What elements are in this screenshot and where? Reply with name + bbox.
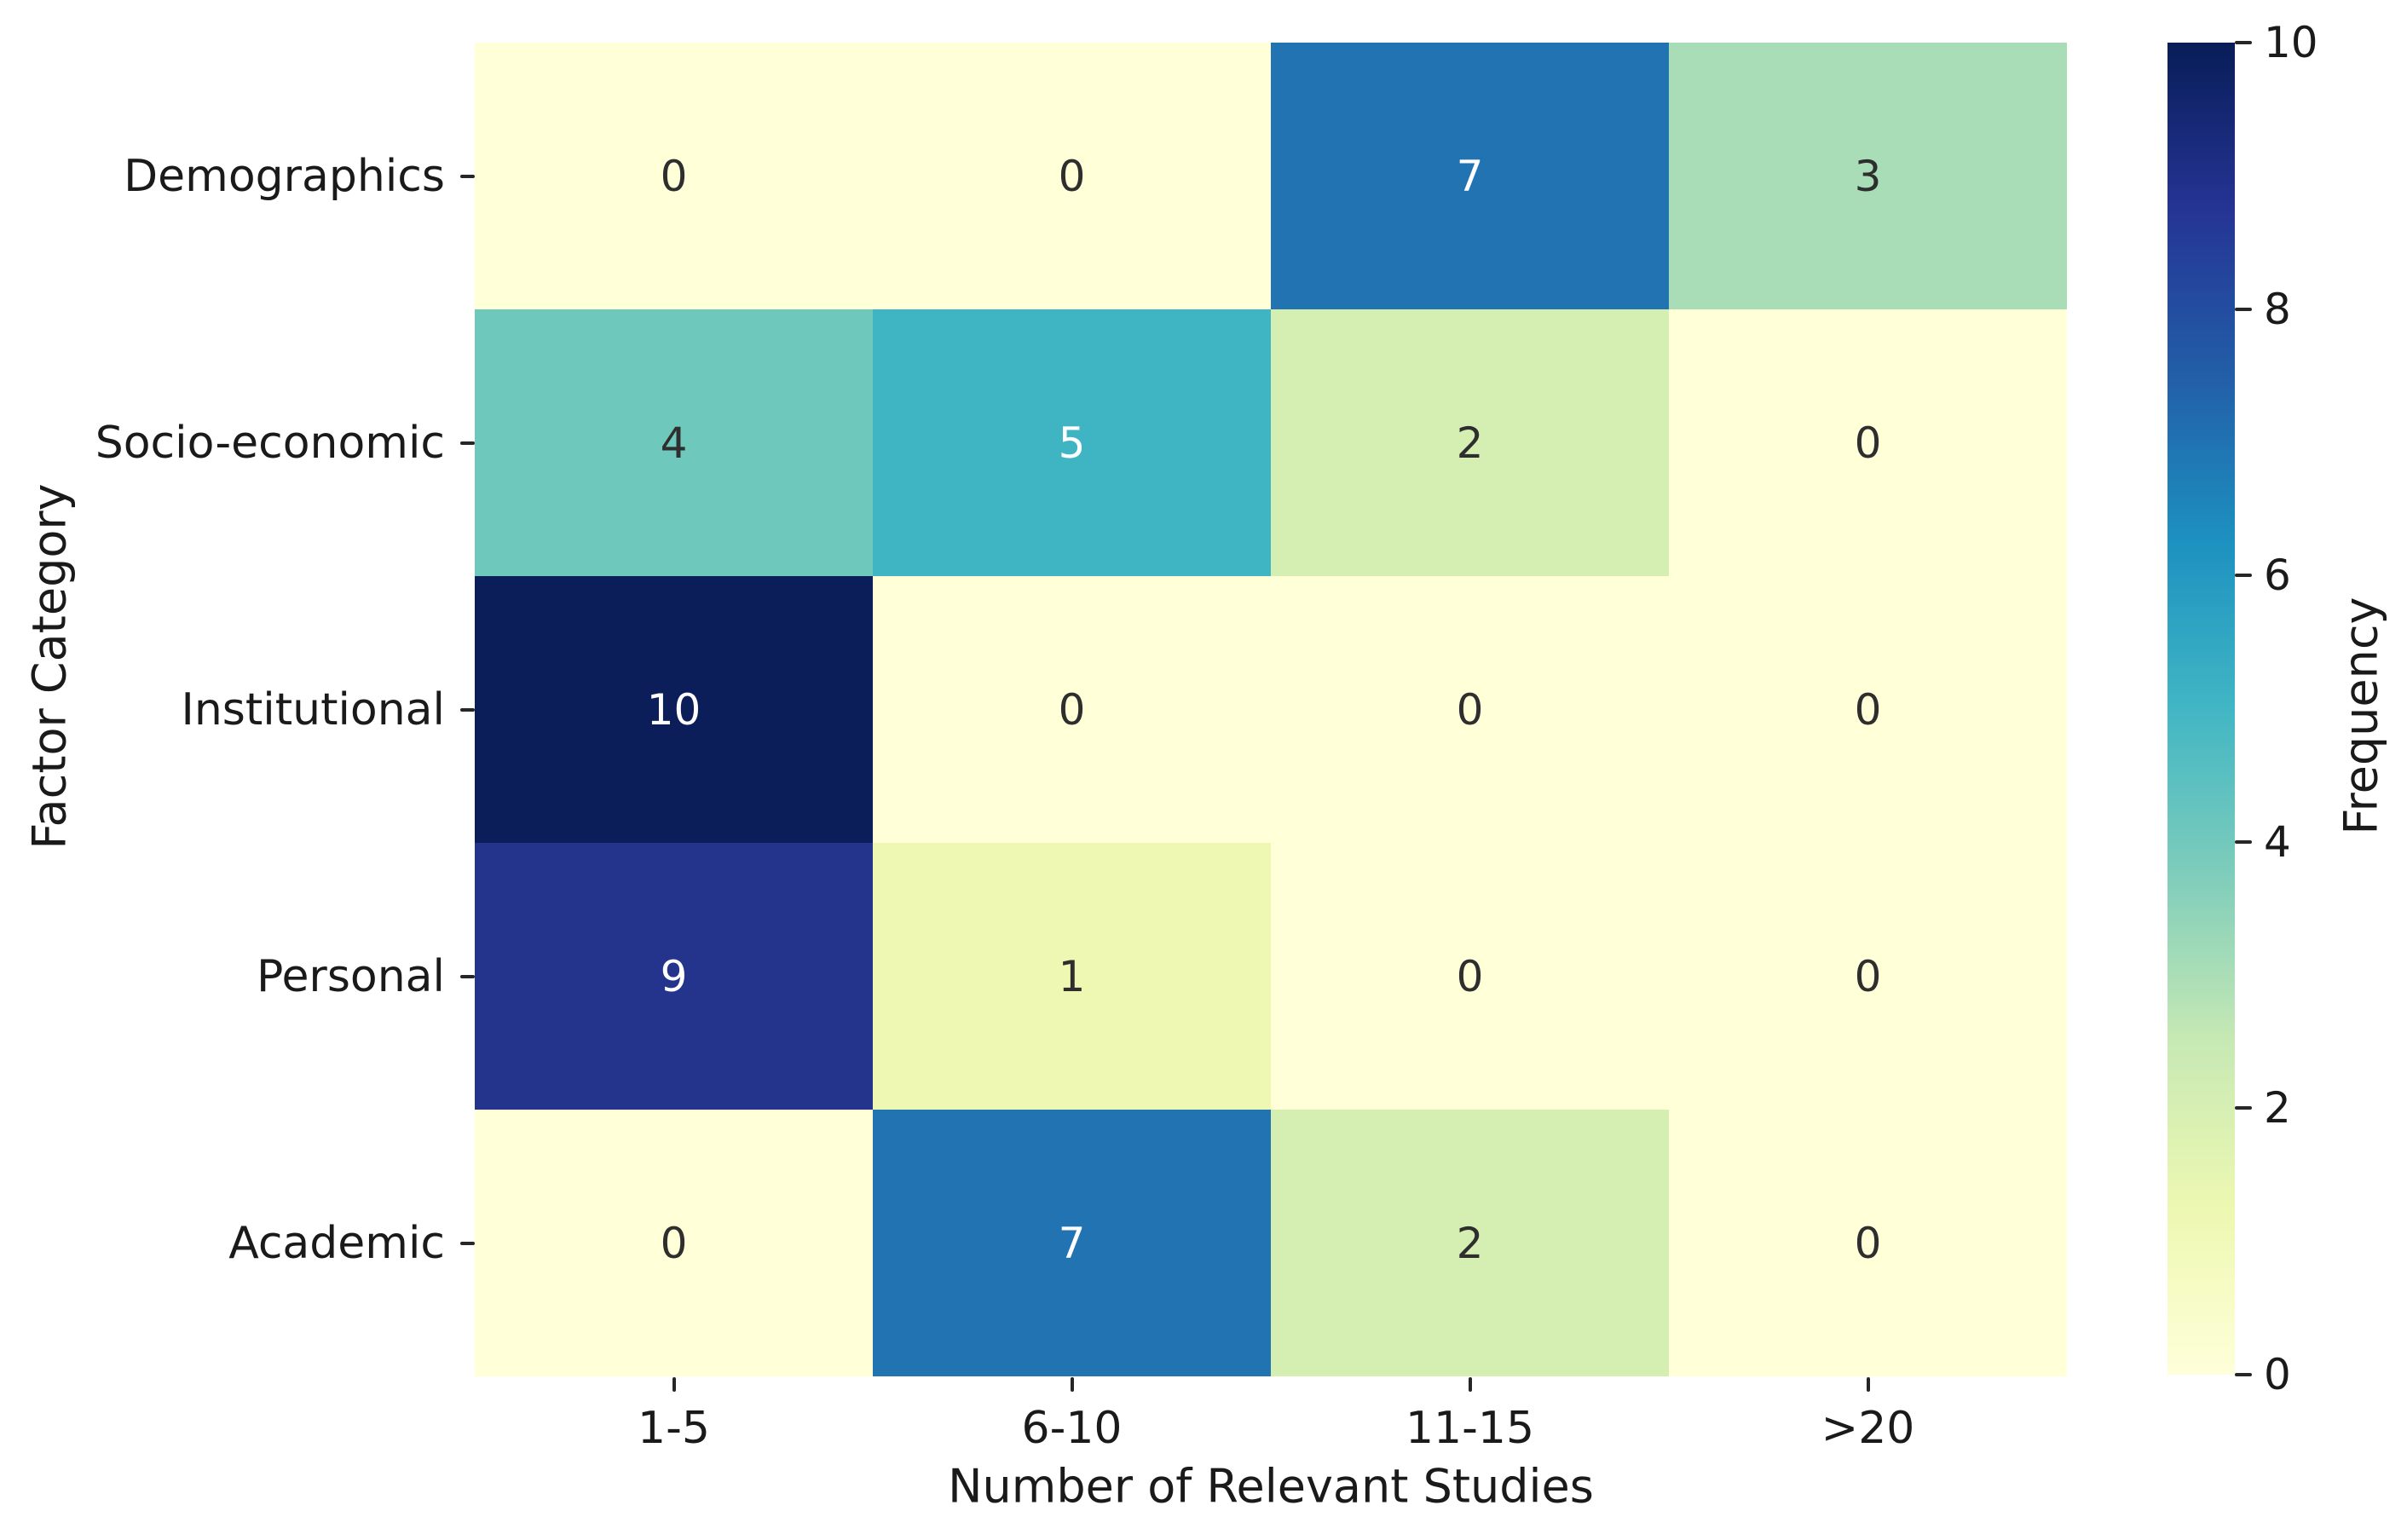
y-tick-mark <box>460 974 475 978</box>
heatmap-cell: 9 <box>475 843 873 1110</box>
colorbar-tick-label: 2 <box>2264 1083 2291 1133</box>
cell-value: 4 <box>660 418 688 468</box>
cell-value: 2 <box>1456 418 1484 468</box>
cell-value: 1 <box>1058 951 1086 1001</box>
colorbar-label: Frequency <box>2334 597 2388 835</box>
y-tick-label: Demographics <box>124 150 445 202</box>
heatmap-cell: 0 <box>475 43 873 309</box>
cell-value: 0 <box>1456 684 1484 735</box>
heatmap-cell: 0 <box>1271 843 1669 1110</box>
y-axis-title: Factor Category <box>22 483 77 850</box>
cell-value: 0 <box>660 1218 688 1268</box>
cell-value: 0 <box>1456 951 1484 1001</box>
heatmap-cell: 0 <box>1669 843 2067 1110</box>
y-tick-mark <box>460 174 475 178</box>
colorbar-tick-mark <box>2235 1106 2252 1110</box>
colorbar-gradient <box>2167 43 2235 1375</box>
cell-value: 0 <box>1854 684 1882 735</box>
x-tick-mark <box>1468 1377 1472 1392</box>
heatmap-cell: 2 <box>1271 1110 1669 1376</box>
x-tick-label: 6-10 <box>1021 1403 1123 1454</box>
cell-value: 0 <box>1854 1218 1882 1268</box>
heatmap-cell: 7 <box>873 1110 1271 1376</box>
heatmap-cell: 0 <box>1271 576 1669 843</box>
cell-value: 3 <box>1854 151 1882 201</box>
heatmap-plot-area: 0 0 7 3 4 5 2 0 10 0 0 0 9 1 0 0 0 7 2 0 <box>475 43 2067 1376</box>
colorbar-tick-label: 6 <box>2264 551 2291 601</box>
y-tick-mark <box>460 707 475 712</box>
heatmap-cell: 0 <box>873 576 1271 843</box>
heatmap-cell: 0 <box>1669 576 2067 843</box>
y-tick-mark <box>460 1241 475 1245</box>
heatmap-cell: 1 <box>873 843 1271 1110</box>
y-tick-mark <box>460 441 475 445</box>
colorbar-tick-label: 8 <box>2264 284 2291 334</box>
colorbar-tick-mark <box>2235 1373 2252 1376</box>
cell-value: 0 <box>1854 951 1882 1001</box>
cell-value: 0 <box>1058 151 1086 201</box>
heatmap-cell: 3 <box>1669 43 2067 309</box>
cell-value: 7 <box>1058 1218 1086 1268</box>
heatmap-cell: 2 <box>1271 309 1669 576</box>
y-tick-label: Academic <box>228 1217 445 1269</box>
y-tick-label: Personal <box>256 950 445 1002</box>
cell-value: 9 <box>660 951 688 1001</box>
heatmap-cell: 4 <box>475 309 873 576</box>
cell-value: 10 <box>646 684 701 735</box>
x-tick-mark <box>1866 1377 1870 1392</box>
cell-value: 0 <box>1058 684 1086 735</box>
heatmap-cell: 0 <box>1669 1110 2067 1376</box>
x-tick-label: 11-15 <box>1405 1403 1535 1454</box>
colorbar-tick-mark <box>2235 574 2252 578</box>
x-tick-mark <box>1070 1377 1074 1392</box>
colorbar-tick-label: 10 <box>2264 18 2318 67</box>
cell-value: 2 <box>1456 1218 1484 1268</box>
colorbar-tick-label: 0 <box>2264 1350 2291 1399</box>
colorbar-tick-mark <box>2235 41 2252 44</box>
cell-value: 5 <box>1058 418 1086 468</box>
cell-value: 0 <box>1854 418 1882 468</box>
colorbar-tick-mark <box>2235 307 2252 311</box>
x-tick-mark <box>672 1377 676 1392</box>
y-tick-label: Institutional <box>181 683 446 735</box>
heatmap-cell: 0 <box>475 1110 873 1376</box>
x-tick-label: >20 <box>1821 1403 1915 1454</box>
heatmap-cell: 10 <box>475 576 873 843</box>
colorbar-tick-mark <box>2235 839 2252 844</box>
x-axis-title: Number of Relevant Studies <box>948 1459 1594 1514</box>
heatmap-cell: 0 <box>873 43 1271 309</box>
x-tick-label: 1-5 <box>638 1403 710 1454</box>
heatmap-cell: 7 <box>1271 43 1669 309</box>
heatmap-cell: 5 <box>873 309 1271 576</box>
cell-value: 7 <box>1456 151 1484 201</box>
y-tick-label: Socio-economic <box>95 417 445 469</box>
heatmap-cell: 0 <box>1669 309 2067 576</box>
colorbar-tick-label: 4 <box>2264 816 2291 867</box>
cell-value: 0 <box>660 151 688 201</box>
